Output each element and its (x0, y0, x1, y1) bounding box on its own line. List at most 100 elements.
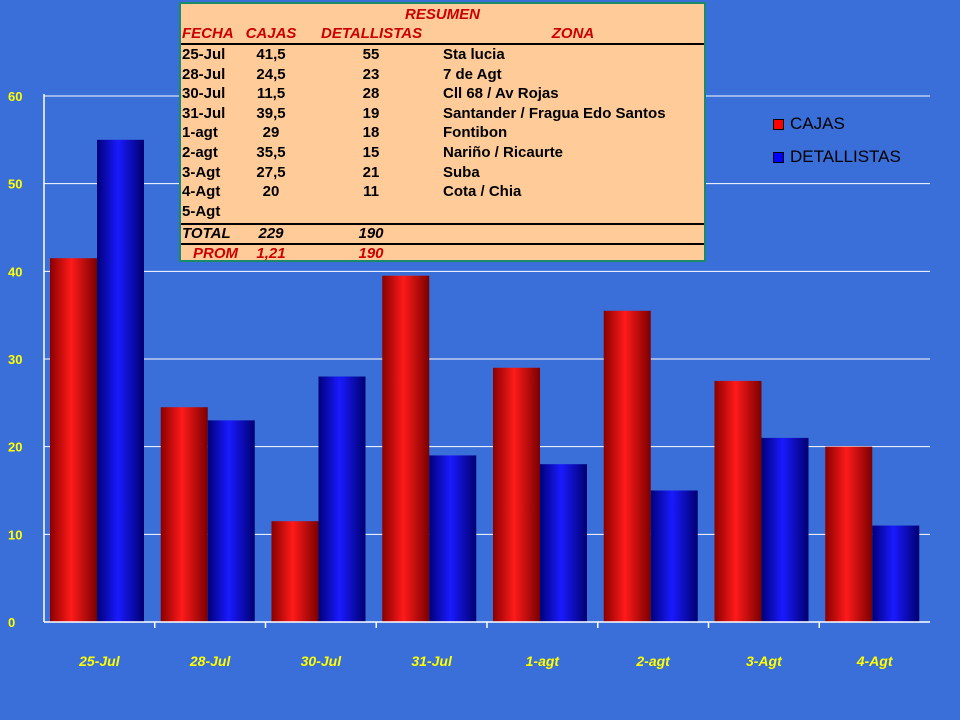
total-cajas: 229 (258, 225, 284, 242)
summary-cell-zona: Suba (443, 163, 480, 181)
y-tick-label: 20 (8, 440, 22, 455)
summary-cell-fecha: 5-Agt (182, 202, 221, 220)
bars (50, 139, 920, 623)
summary-cell-zona: Sta lucia (443, 46, 505, 63)
summary-cell-zona: Fontibon (443, 124, 508, 142)
summary-row: 2-agt 35,5 15 Nariño / Ricaurte (181, 144, 704, 163)
summary-cell-cajas: 20 (262, 183, 280, 201)
summary-cell-fecha: 28-Jul (182, 65, 226, 83)
summary-cell-fecha: 4-Agt (182, 183, 221, 201)
prom-divider (181, 243, 704, 245)
summary-row: 3-Agt 27,5 21 Suba (181, 164, 704, 183)
bar-detallistas-1-agt (540, 464, 587, 622)
bar-detallistas-31-Jul (429, 455, 477, 622)
header-zona: ZONA (551, 25, 595, 42)
legend-item-cajas: CAJAS (773, 114, 845, 134)
x-tick-label: 4-Agt (856, 653, 894, 669)
summary-header-row: FECHA CAJAS DETALLISTAS ZONA (181, 25, 704, 44)
bar-cajas-1-agt (493, 367, 540, 622)
x-tick-label: 3-Agt (746, 653, 783, 669)
summary-cell-detallistas: 23 (362, 65, 380, 83)
summary-cell-detallistas: 55 (362, 46, 380, 63)
axes (43, 94, 930, 628)
summary-row: 31-Jul 39,5 19 Santander / Fragua Edo Santo… (181, 105, 704, 124)
summary-cell-fecha: 1-agt (182, 124, 218, 142)
summary-cell-zona: Nariño / Ricaurte (443, 144, 564, 161)
summary-cell-detallistas: 19 (362, 104, 380, 122)
bar-cajas-2-agt (603, 310, 651, 622)
summary-title: RESUMEN (404, 6, 480, 23)
summary-cell-detallistas: 11 (363, 183, 379, 201)
x-tick-labels: 25-Jul 28-Jul 30-Jul 31-Jul 1-agt 2-agt 3-Agt 4… (78, 653, 894, 669)
bar-detallistas-25-Jul (97, 139, 144, 623)
summary-cell-zona: Santander / Fragua Edo Santos (443, 104, 666, 122)
summary-cell-detallistas: 21 (362, 163, 380, 181)
prom-detallistas: 190 (358, 245, 384, 262)
prom-cajas: 1,21 (256, 245, 286, 262)
summary-cell-cajas: 27,5 (256, 163, 286, 181)
summary-table: RESUMEN FECHA CAJAS DETALLISTAS ZONA 25-… (179, 2, 706, 262)
summary-cell-cajas: 11,5 (256, 85, 286, 103)
summary-cell-cajas: 39,5 (256, 104, 286, 122)
total-detallistas: 190 (358, 225, 384, 242)
summary-cell-cajas: 29 (262, 124, 280, 142)
total-label: TOTAL (182, 225, 231, 242)
summary-row: 5-Agt (181, 203, 704, 222)
bar-cajas-3-Agt (714, 380, 762, 622)
legend-item-detallistas: DETALLISTAS (773, 147, 901, 167)
summary-cell-detallistas: 18 (362, 124, 380, 142)
summary-row: 4-Agt 20 11 Cota / Chia (181, 183, 704, 202)
x-tick-label: 31-Jul (411, 653, 453, 669)
summary-cell-fecha: 2-agt (182, 144, 218, 161)
prom-label: PROM (193, 245, 238, 262)
header-divider (181, 43, 704, 45)
summary-row: 25-Jul 41,5 55 Sta lucia (181, 46, 704, 65)
summary-cell-detallistas: 15 (362, 144, 380, 161)
bar-detallistas-30-Jul (318, 376, 366, 622)
bar-detallistas-4-Agt (872, 525, 920, 622)
header-detallistas: DETALLISTAS (321, 25, 423, 42)
y-tick-label: 0 (8, 615, 15, 630)
total-divider (181, 223, 704, 225)
bar-cajas-30-Jul (271, 521, 319, 622)
bar-detallistas-3-Agt (761, 437, 809, 622)
summary-cell-fecha: 31-Jul (182, 104, 226, 122)
header-fecha: FECHA (182, 25, 234, 42)
summary-cell-zona: Cll 68 / Av Rojas (443, 85, 559, 103)
summary-cell-cajas: 35,5 (256, 144, 286, 161)
x-tick-label: 25-Jul (78, 653, 121, 669)
summary-cell-fecha: 30-Jul (182, 85, 226, 103)
summary-cell-cajas: 41,5 (256, 46, 286, 63)
y-tick-label: 50 (8, 177, 22, 192)
summary-cell-zona: Cota / Chia (443, 183, 522, 201)
legend-label-detallistas: DETALLISTAS (790, 147, 901, 166)
summary-prom-row: PROM 1,21 190 (181, 245, 704, 264)
y-tick-labels: 0 10 20 30 40 50 60 (8, 89, 22, 630)
summary-cell-fecha: 3-Agt (182, 163, 221, 181)
x-tick-label: 2-agt (635, 653, 671, 669)
summary-total-row: TOTAL 229 190 (181, 225, 704, 244)
summary-row: 30-Jul 11,5 28 Cll 68 / Av Rojas (181, 85, 704, 104)
bar-cajas-25-Jul (50, 258, 97, 622)
legend-label-cajas: CAJAS (790, 114, 845, 133)
summary-row: 1-agt 29 18 Fontibon (181, 124, 704, 143)
y-tick-label: 30 (8, 352, 22, 367)
x-tick-label: 30-Jul (301, 653, 343, 669)
legend-swatch-detallistas (773, 151, 784, 163)
y-tick-label: 10 (8, 527, 22, 542)
bar-cajas-31-Jul (382, 275, 430, 622)
y-tick-label: 60 (8, 89, 22, 104)
x-tick-label: 1-agt (526, 653, 561, 669)
x-tick-label: 28-Jul (189, 653, 232, 669)
summary-cell-fecha: 25-Jul (182, 46, 226, 63)
y-tick-label: 40 (8, 264, 22, 279)
bar-detallistas-28-Jul (207, 420, 255, 622)
summary-cell-zona: 7 de Agt (443, 65, 502, 83)
header-cajas: CAJAS (245, 25, 297, 42)
legend-swatch-cajas (773, 118, 784, 130)
bar-cajas-28-Jul (160, 407, 208, 622)
summary-cell-cajas: 24,5 (256, 65, 286, 83)
summary-cell-detallistas: 28 (362, 85, 380, 103)
bar-detallistas-2-agt (650, 490, 698, 622)
